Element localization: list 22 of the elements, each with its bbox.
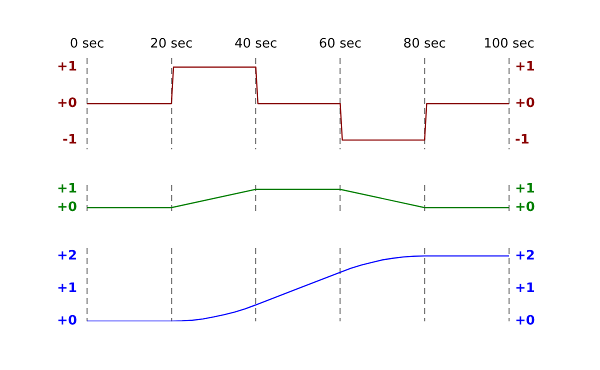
y2-tick-label: +1 <box>515 59 535 74</box>
y-tick-label: +2 <box>57 248 77 264</box>
y2-tick-label: +0 <box>515 96 535 111</box>
y-tick-label: +1 <box>57 59 77 74</box>
x-tick-label: 100 sec <box>484 36 534 52</box>
y-tick-label: +1 <box>57 280 77 296</box>
y2-tick-label: +1 <box>515 280 535 296</box>
x-tick-label: 40 sec <box>234 36 278 52</box>
y2-tick-label: +2 <box>515 248 535 264</box>
x-tick-label: 60 sec <box>318 36 362 52</box>
y2-tick-label: +0 <box>515 200 535 216</box>
y2-tick-label: +0 <box>515 314 535 329</box>
y-tick-label: +0 <box>57 200 77 216</box>
x-tick-label: 0 sec <box>70 36 104 52</box>
x-tick-label: 80 sec <box>403 36 446 52</box>
y-tick-label: -1 <box>62 132 77 148</box>
y2-tick-label: +1 <box>515 182 535 197</box>
y-tick-label: +1 <box>57 182 77 197</box>
x-tick-label: 20 sec <box>150 36 193 52</box>
y-tick-label: +0 <box>57 314 77 329</box>
y-tick-label: +0 <box>57 96 77 111</box>
y2-tick-label: -1 <box>515 132 530 148</box>
